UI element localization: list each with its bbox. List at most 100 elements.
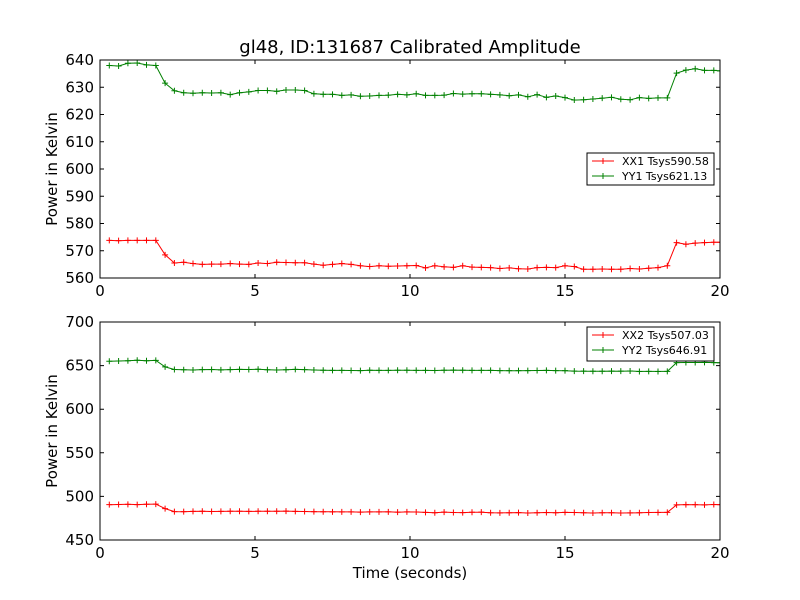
data-point [264,260,271,267]
data-point [162,505,169,512]
data-point [682,241,689,248]
data-point [124,60,131,67]
data-point [236,366,243,373]
data-point [524,509,531,516]
data-point [180,366,187,373]
data-point [292,508,299,515]
data-point [524,367,531,374]
data-point [162,251,169,258]
data-point [469,367,475,374]
plots: 0 5 10 15 20 560 570 580 590 600 610 620 630 640 Power… [43,51,730,582]
data-point [236,261,243,268]
data-point [348,261,355,268]
data-point [562,262,568,269]
data-point [199,366,206,373]
legend-label: XX1 Tsys590.58 [622,155,709,168]
data-point [580,509,587,516]
data-point [376,262,382,269]
data-point [589,266,596,273]
data-point [599,368,606,375]
data-point [394,91,401,98]
data-point [301,87,308,94]
data-point [627,96,634,103]
legend-box [586,152,715,186]
data-point [571,263,578,270]
data-point [478,90,485,97]
data-point [366,367,373,374]
data-point [403,508,410,515]
legend-label: YY1 Tsys621.13 [621,170,707,183]
data-point [571,509,578,516]
data-point [348,508,355,515]
data-point [283,508,289,515]
data-point [366,263,373,270]
data-point [329,508,336,515]
data-point [162,80,169,87]
data-point [348,367,355,374]
data-point [385,367,392,374]
legend-swatch [592,173,614,179]
data-point [710,67,717,74]
data-point [717,501,720,508]
data-point [217,508,224,515]
data-point [143,61,150,68]
data-point [459,509,466,516]
data-point [245,88,252,95]
legend-label: XX2 Tsys507.03 [622,329,709,342]
data-point [413,367,420,374]
data-point [543,94,550,101]
data-point [450,367,457,374]
data-point [552,367,559,374]
x-tick-label: 5 [250,282,260,300]
x-tick-label: 10 [400,544,419,562]
data-point [589,95,596,102]
data-point [496,265,503,272]
data-point [478,264,485,271]
data-point [124,501,131,508]
x-axis-label: Time (seconds) [352,564,468,582]
data-point [562,367,568,374]
data-point [515,91,522,98]
data-point [357,93,364,100]
data-point [115,62,122,69]
data-point [599,509,606,516]
y-tick-label: 560 [65,269,94,287]
data-point [655,509,661,516]
data-point [608,94,615,101]
legend-swatch [592,332,614,338]
data-point [190,260,196,267]
data-point [208,89,215,96]
data-point [617,509,624,516]
data-point [143,357,150,364]
data-point [273,508,280,515]
data-point [208,508,215,515]
data-point [329,261,336,268]
data-point [329,367,336,374]
data-point [124,357,131,364]
data-point [320,262,327,269]
data-point [357,509,364,516]
data-point [227,91,234,98]
data-point [320,508,327,515]
data-point [589,368,596,375]
y-axis-label: Power in Kelvin [43,374,61,488]
data-point [431,92,438,99]
data-point [394,263,401,270]
data-point [617,96,624,103]
data-point [431,367,438,374]
data-point [645,509,652,516]
data-point [320,91,327,98]
data-point [115,357,122,364]
data-point [487,91,494,98]
data-point [208,366,215,373]
data-point [664,262,671,269]
data-point [171,508,178,515]
data-point [496,509,503,516]
data-point [664,509,671,516]
x-tick-label: 5 [250,544,260,562]
data-point [459,262,466,269]
data-point [310,508,317,515]
data-point [608,368,615,375]
data-point [106,501,113,508]
